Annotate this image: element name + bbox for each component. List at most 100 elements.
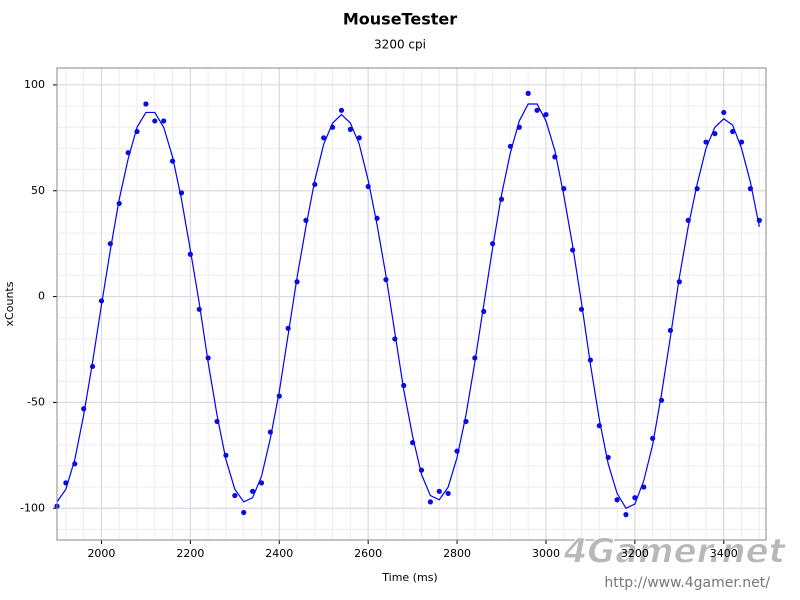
x-tick-label: 3000 — [532, 547, 560, 560]
data-point — [89, 363, 96, 370]
data-point — [641, 484, 647, 490]
data-point — [187, 251, 193, 257]
x-axis-label: Time (ms) — [381, 571, 437, 584]
chart-subtitle: 3200 cpi — [374, 38, 426, 52]
data-point — [276, 393, 282, 399]
data-point — [294, 279, 300, 285]
x-tick-label: 3400 — [710, 547, 738, 560]
x-tick-label: 2200 — [176, 547, 204, 560]
data-point — [285, 325, 291, 331]
data-point — [374, 215, 380, 221]
data-point — [605, 454, 611, 461]
data-point — [463, 418, 469, 425]
data-point — [178, 190, 185, 196]
data-point — [107, 241, 113, 247]
data-point — [401, 382, 407, 389]
fit-line — [56, 103, 760, 510]
data-point — [312, 181, 318, 188]
data-point — [267, 429, 273, 435]
data-point — [258, 480, 265, 486]
data-point — [152, 118, 158, 124]
data-point — [72, 461, 78, 467]
data-point — [81, 406, 87, 412]
data-point — [427, 499, 433, 505]
data-point — [578, 306, 585, 312]
data-point — [196, 306, 202, 312]
data-point — [614, 497, 620, 503]
data-point — [525, 90, 531, 96]
data-point — [134, 128, 140, 135]
x-tick-label: 2600 — [354, 547, 382, 560]
data-point — [730, 128, 736, 135]
data-point — [694, 186, 700, 192]
data-point — [223, 452, 229, 458]
data-point — [712, 131, 718, 137]
data-point — [507, 143, 514, 149]
data-point — [303, 217, 309, 223]
data-point — [472, 355, 478, 361]
data-point — [570, 247, 576, 253]
data-point — [436, 488, 442, 494]
data-point — [205, 355, 211, 361]
data-point — [445, 490, 451, 497]
data-point — [338, 107, 345, 113]
data-point — [721, 109, 727, 116]
data-point — [516, 124, 522, 130]
y-axis-label: xCounts — [3, 281, 16, 326]
y-tick-label: -50 — [27, 395, 45, 408]
data-point — [63, 480, 69, 486]
y-tick-label: 100 — [24, 78, 45, 91]
x-tick-label: 2000 — [87, 547, 115, 560]
data-point — [534, 107, 540, 113]
x-tick-label: 2800 — [443, 547, 471, 560]
data-point — [214, 418, 220, 425]
data-point — [543, 111, 549, 118]
chart-title: MouseTester — [343, 10, 457, 29]
data-point — [143, 101, 149, 107]
data-point — [365, 183, 371, 190]
watermark-url: http://www.4gamer.net/ — [604, 575, 770, 591]
data-point — [232, 492, 238, 499]
x-tick-label: 3200 — [621, 547, 649, 560]
data-point — [321, 135, 327, 141]
data-point — [454, 448, 460, 454]
data-point — [481, 308, 487, 315]
data-point — [552, 154, 558, 160]
y-tick-label: 0 — [38, 290, 45, 303]
data-point — [596, 423, 602, 429]
data-point — [98, 298, 105, 304]
y-tick-label: -100 — [20, 501, 45, 514]
data-point — [623, 512, 629, 518]
grid — [53, 68, 766, 544]
data-point — [561, 186, 567, 192]
watermark-logo: 4Gamer.net — [563, 532, 787, 572]
data-point — [747, 186, 754, 192]
data-point — [169, 158, 176, 164]
data-point — [587, 357, 594, 363]
data-point — [161, 118, 167, 124]
data-point — [756, 217, 762, 223]
data-point — [498, 196, 505, 202]
data-point — [383, 277, 389, 283]
data-point — [685, 217, 691, 223]
data-point — [356, 135, 362, 141]
data-point — [676, 279, 682, 285]
data-point — [125, 150, 131, 156]
data-point — [249, 488, 256, 494]
data-point — [241, 509, 247, 516]
data-point — [418, 467, 425, 473]
y-tick-label: 50 — [31, 184, 45, 197]
data-point — [738, 139, 745, 145]
data-point — [116, 200, 122, 207]
data-point — [392, 336, 398, 342]
data-point — [703, 139, 709, 145]
data-point — [329, 124, 336, 130]
data-point — [658, 397, 665, 403]
data-point — [490, 241, 496, 247]
x-tick-label: 2400 — [265, 547, 293, 560]
data-point — [410, 440, 416, 446]
plot-frame — [56, 67, 767, 541]
data-point — [667, 327, 674, 334]
